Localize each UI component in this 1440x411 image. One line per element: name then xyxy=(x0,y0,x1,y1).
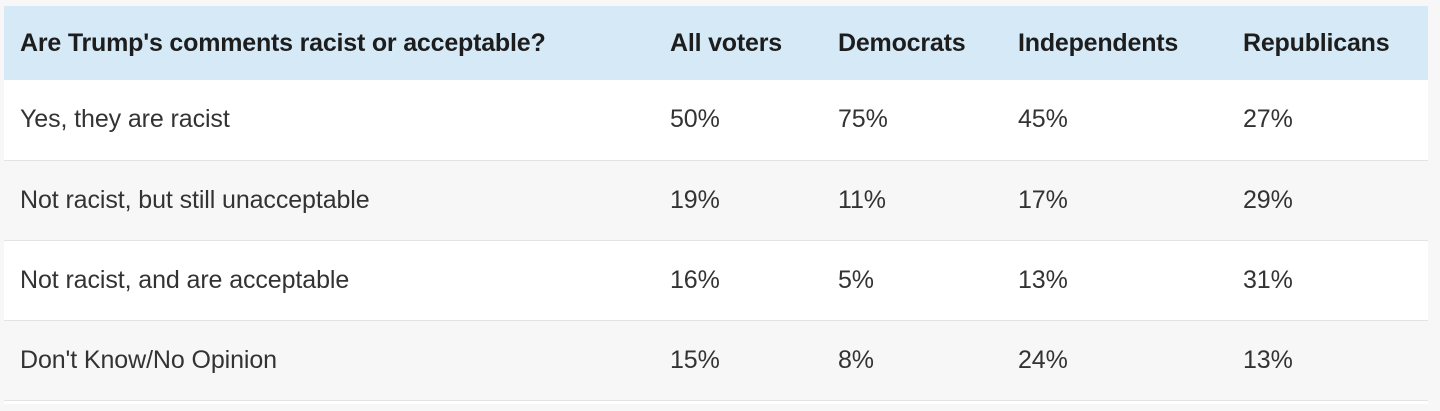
cell-democrats: 11% xyxy=(838,185,886,214)
cell-all-voters: 15% xyxy=(670,345,720,374)
table-header-row: Are Trump's comments racist or acceptabl… xyxy=(4,6,1428,80)
row-label: Not racist, but still unacceptable xyxy=(20,185,370,214)
cell-democrats: 8% xyxy=(838,345,874,374)
cell-democrats: 5% xyxy=(838,265,874,294)
cell-all-voters: 19% xyxy=(670,185,720,214)
row-label: Not racist, and are acceptable xyxy=(20,265,350,294)
column-header-question: Are Trump's comments racist or acceptabl… xyxy=(20,28,546,57)
cell-all-voters: 50% xyxy=(670,105,720,134)
poll-results-table: Are Trump's comments racist or acceptabl… xyxy=(4,6,1428,401)
cell-independents: 24% xyxy=(1018,345,1068,374)
column-header-republicans: Republicans xyxy=(1243,28,1390,57)
poll-results-table-container: Are Trump's comments racist or acceptabl… xyxy=(4,6,1428,404)
table-row: Don't Know/No Opinion 15% 8% 24% 13% xyxy=(4,320,1428,400)
column-header-all-voters: All voters xyxy=(670,28,782,57)
cell-independents: 45% xyxy=(1018,105,1068,134)
cell-democrats: 75% xyxy=(838,105,888,134)
cell-republicans: 27% xyxy=(1243,105,1293,134)
cell-republicans: 31% xyxy=(1243,265,1293,294)
cell-republicans: 13% xyxy=(1243,345,1293,374)
column-header-democrats: Democrats xyxy=(838,28,966,57)
table-row: Yes, they are racist 50% 75% 45% 27% xyxy=(4,80,1428,160)
row-label: Yes, they are racist xyxy=(20,105,230,134)
table-row: Not racist, and are acceptable 16% 5% 13… xyxy=(4,240,1428,320)
cell-independents: 17% xyxy=(1018,185,1068,214)
cell-all-voters: 16% xyxy=(670,265,720,294)
row-label: Don't Know/No Opinion xyxy=(20,345,277,374)
table-row: Not racist, but still unacceptable 19% 1… xyxy=(4,160,1428,240)
table-body: Yes, they are racist 50% 75% 45% 27% Not… xyxy=(4,80,1428,400)
cell-independents: 13% xyxy=(1018,265,1068,294)
column-header-independents: Independents xyxy=(1018,28,1179,57)
table-header: Are Trump's comments racist or acceptabl… xyxy=(4,6,1428,80)
cell-republicans: 29% xyxy=(1243,185,1293,214)
